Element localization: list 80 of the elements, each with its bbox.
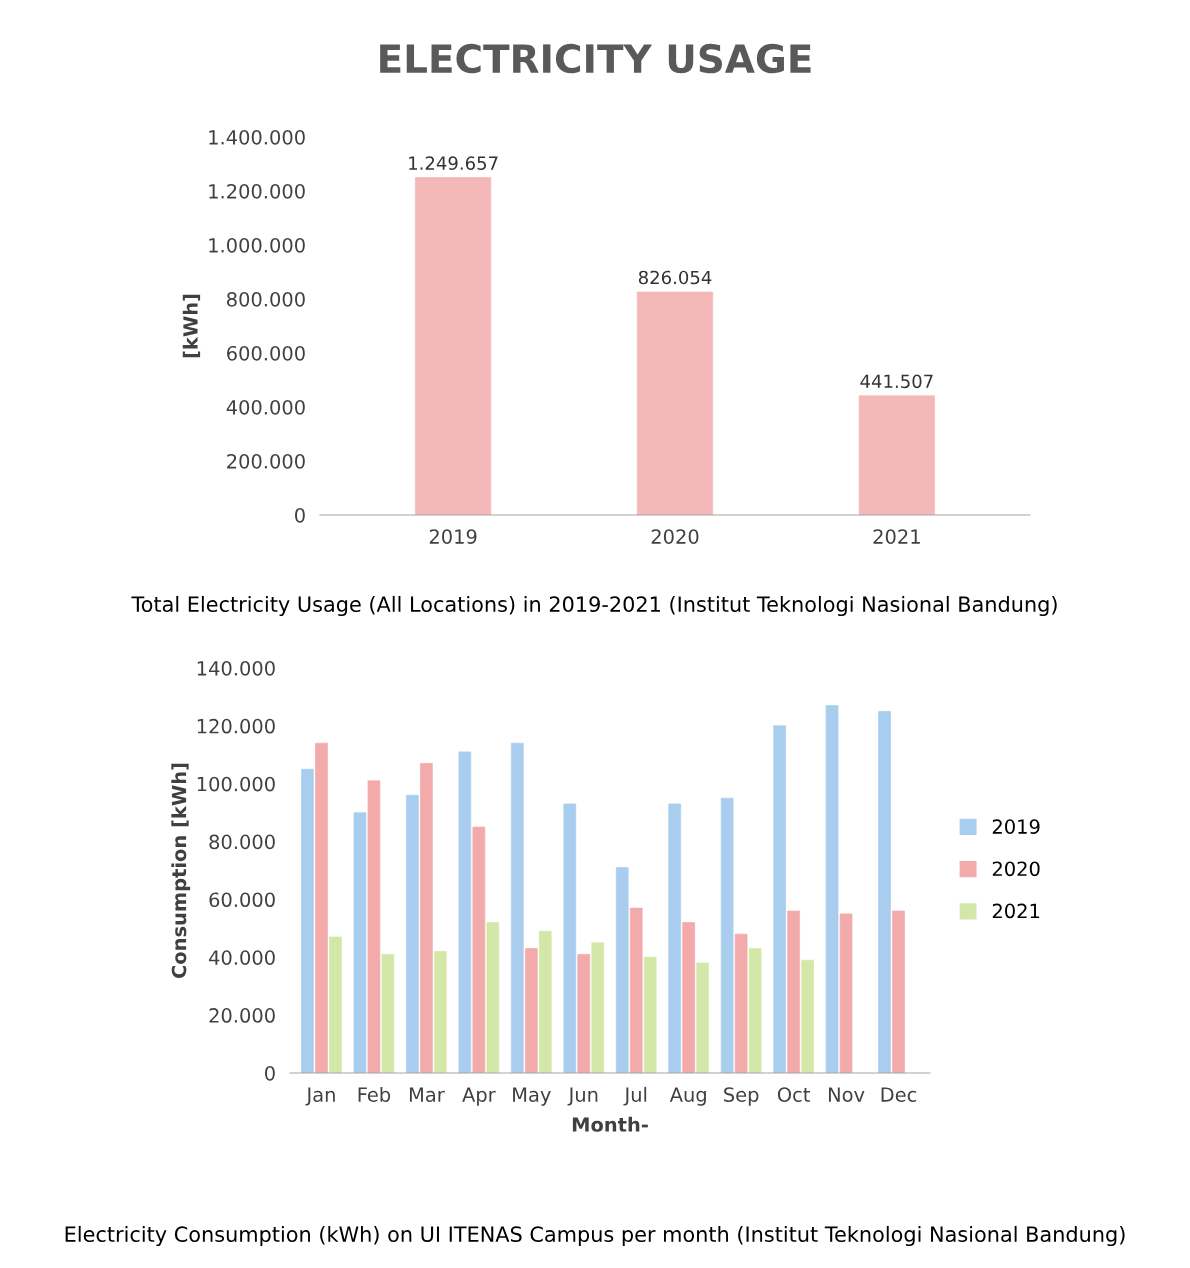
bar bbox=[636, 291, 714, 515]
y-tick-label: 1.200.000 bbox=[209, 183, 305, 199]
y-tick-label: 400.000 bbox=[226, 399, 305, 415]
x-axis-title: Month- bbox=[572, 1116, 648, 1132]
y-tick-label: 120.000 bbox=[197, 718, 275, 734]
chart-title: ELECTRICITY USAGE bbox=[380, 43, 811, 74]
x-tick-label: Nov bbox=[829, 1087, 865, 1102]
y-axis-title: [kWh] bbox=[182, 294, 201, 358]
bar bbox=[415, 177, 492, 515]
bar bbox=[892, 910, 905, 1073]
bar bbox=[511, 742, 524, 1073]
bar bbox=[563, 803, 577, 1073]
y-tick-label: 0 bbox=[265, 1065, 275, 1081]
x-tick-label: 2021 bbox=[873, 529, 920, 544]
legend-label: 2021 bbox=[992, 903, 1040, 919]
x-tick-label: May bbox=[513, 1087, 551, 1106]
y-tick-label: 20.000 bbox=[209, 1008, 275, 1023]
bar bbox=[682, 922, 695, 1073]
y-tick-label: 80.000 bbox=[209, 834, 275, 850]
data-label: 1.249.657 bbox=[409, 156, 498, 170]
bar bbox=[315, 742, 328, 1073]
legend-label: 2020 bbox=[992, 861, 1040, 877]
x-tick-label: Aug bbox=[669, 1087, 706, 1106]
bar bbox=[825, 705, 839, 1073]
y-tick-label: 140.000 bbox=[197, 660, 275, 676]
x-tick-label: Apr bbox=[462, 1087, 496, 1106]
y-tick-label: 40.000 bbox=[209, 950, 275, 965]
y-tick-label: 100.000 bbox=[197, 776, 275, 792]
x-tick-label: 2020 bbox=[651, 529, 699, 544]
y-tick-label: 800.000 bbox=[227, 291, 305, 307]
x-tick-label: Feb bbox=[358, 1086, 391, 1102]
bar bbox=[486, 922, 500, 1073]
y-axis-title: Consumption [kWh] bbox=[171, 763, 191, 979]
text: Total Electricity Usage (All Locations) in 2019-2021 (Institut Teknologi Nasional Bandung) bbox=[131, 595, 1057, 617]
text: Electricity Consumption (kWh) on UI ITENAS Campus per month (Institut Teknologi Nasional Bandung) bbox=[65, 1225, 1125, 1247]
legend-label: 2019 bbox=[992, 819, 1040, 834]
bar bbox=[406, 794, 419, 1073]
bar bbox=[591, 942, 605, 1073]
x-tick-label: Jul bbox=[623, 1086, 647, 1106]
bar bbox=[381, 954, 395, 1073]
data-label: 826.054 bbox=[638, 270, 712, 285]
bar bbox=[720, 797, 734, 1073]
bar bbox=[787, 910, 800, 1073]
x-tick-label: Dec bbox=[881, 1087, 917, 1102]
bar bbox=[801, 959, 814, 1073]
bar bbox=[420, 763, 433, 1073]
bar bbox=[773, 725, 786, 1073]
bar bbox=[629, 907, 643, 1073]
x-tick-label: 2019 bbox=[429, 529, 477, 544]
bar bbox=[329, 936, 342, 1073]
bar bbox=[458, 751, 472, 1073]
bar bbox=[615, 867, 629, 1073]
x-tick-label: Sep bbox=[724, 1087, 759, 1106]
bar bbox=[668, 803, 681, 1073]
bar bbox=[858, 395, 935, 515]
y-tick-label: 1.000.000 bbox=[209, 237, 305, 253]
y-tick-label: 200.000 bbox=[227, 453, 305, 469]
y-tick-label: 60.000 bbox=[209, 892, 275, 908]
bar bbox=[748, 948, 762, 1073]
bar bbox=[367, 780, 381, 1073]
y-tick-label: 1.400.000 bbox=[209, 129, 305, 145]
bar bbox=[878, 711, 891, 1073]
bar bbox=[472, 826, 486, 1073]
bar bbox=[734, 933, 748, 1073]
y-tick-label: 600.000 bbox=[227, 345, 305, 361]
x-tick-label: Jan bbox=[305, 1087, 335, 1106]
data-label: 441.507 bbox=[860, 374, 933, 389]
bar bbox=[539, 930, 552, 1073]
bar bbox=[434, 951, 447, 1073]
x-tick-label: Oct bbox=[777, 1087, 810, 1102]
x-tick-label: Mar bbox=[409, 1087, 445, 1102]
bar bbox=[525, 948, 538, 1073]
bar bbox=[301, 768, 314, 1073]
y-tick-label: 0 bbox=[295, 507, 305, 523]
bar bbox=[839, 913, 853, 1073]
bar bbox=[696, 962, 709, 1073]
x-tick-label: Jun bbox=[567, 1087, 598, 1106]
bar bbox=[577, 954, 591, 1073]
bar bbox=[643, 956, 657, 1073]
bar bbox=[353, 812, 367, 1073]
